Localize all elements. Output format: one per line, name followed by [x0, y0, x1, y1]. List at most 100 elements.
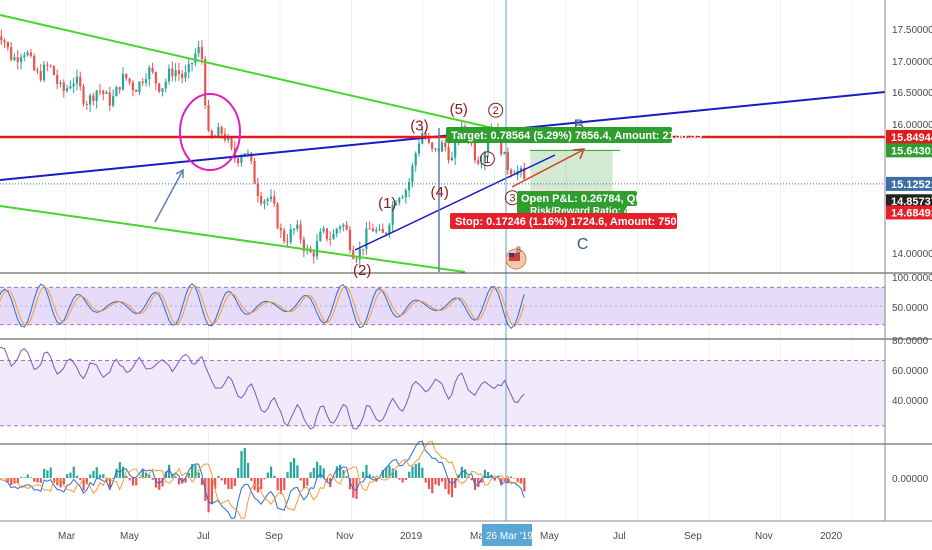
- candle-body: [177, 70, 180, 74]
- candle-body: [194, 53, 197, 63]
- candle-body: [85, 103, 88, 105]
- candle-body: [325, 228, 329, 239]
- macd-bar: [424, 478, 427, 483]
- candle-body: [49, 65, 52, 67]
- macd-bar: [273, 475, 276, 478]
- trade-ratio-label[interactable]: Risk/Reward Ratio: 4.55: [517, 205, 644, 217]
- candle-body: [322, 228, 325, 232]
- time-tick-label: Sep: [265, 531, 283, 542]
- stoch-tick-label: 50.0000: [892, 303, 929, 314]
- macd-bar: [325, 478, 329, 482]
- time-tick-label: Jul: [613, 531, 626, 542]
- projection-arrowhead: [572, 148, 586, 160]
- macd-bar: [29, 477, 33, 478]
- macd-bar: [319, 465, 322, 478]
- candle-body: [365, 228, 368, 249]
- time-tick-label: Ma: [470, 531, 484, 542]
- macd-bar: [36, 478, 39, 483]
- candle-body: [269, 196, 273, 200]
- candle-body: [112, 96, 115, 106]
- candle-body: [256, 183, 259, 196]
- wave-label-c: C: [577, 236, 589, 253]
- candle-body: [131, 82, 134, 91]
- candle-body: [220, 126, 223, 134]
- candle-body: [414, 153, 417, 166]
- trendline-short: [354, 154, 556, 251]
- macd-bar: [214, 478, 217, 489]
- rsi-line: [0, 347, 525, 430]
- price-badge-entry: 14.85737: [886, 194, 932, 209]
- trade-target-label[interactable]: Target: 0.78564 (5.29%) 7856.4, Amount: …: [446, 127, 702, 143]
- macd-bar: [191, 463, 194, 478]
- macd-bar: [138, 477, 141, 478]
- trade-pnl-label[interactable]: Open P&L: 0.26784, Qty: 1449: [517, 191, 676, 206]
- time-tick-label: Jul: [197, 531, 210, 542]
- candle-body: [266, 199, 269, 201]
- target-label-box: [446, 127, 672, 143]
- price-badge-label: 14.68491: [891, 207, 932, 219]
- candle-body: [23, 55, 26, 58]
- macd-bar: [66, 474, 69, 478]
- candle-body: [237, 158, 240, 163]
- macd-bar: [75, 475, 79, 478]
- stop-label-text: Stop: 0.17246 (1.16%) 1724.6, Amount: 75…: [455, 216, 691, 228]
- candle-body: [398, 198, 401, 203]
- candle-body: [368, 228, 371, 230]
- candle-body: [42, 64, 46, 81]
- drawing-tools[interactable]: [0, 0, 886, 521]
- macd-bar: [309, 472, 312, 478]
- stop-label-box: [450, 213, 677, 229]
- candle-body: [352, 250, 355, 259]
- macd-bar: [102, 474, 105, 478]
- candle-body: [263, 200, 266, 204]
- macd-bar: [276, 478, 279, 491]
- candle-body: [171, 68, 174, 77]
- price-badge-resistance: 15.84944: [886, 129, 932, 144]
- macd-bar: [293, 458, 296, 478]
- macd-bar: [10, 478, 13, 486]
- time-tick-label: May: [540, 531, 559, 542]
- elliott-wave-labels[interactable]: (1) (2) (3) (4) (5) 1 2 3 B C: [353, 101, 588, 279]
- candle-body: [19, 57, 23, 62]
- event-flag[interactable]: 8: [505, 245, 527, 270]
- pnl-label-box: [517, 191, 637, 206]
- candle-body: [118, 87, 121, 90]
- wave-circle-1: 1: [479, 151, 495, 167]
- price-tick-label: 16.50000: [892, 88, 932, 99]
- price-axis[interactable]: 17.50000 17.00000 16.50000 16.00000 14.0…: [892, 25, 932, 485]
- wave-label-minor-1: 1: [484, 154, 490, 166]
- wave-label-b: B: [574, 117, 585, 134]
- macd-bar: [49, 467, 52, 478]
- candle-body: [158, 83, 161, 92]
- macd-bar: [289, 462, 292, 478]
- ratio-label-box: [517, 205, 627, 213]
- macd-bar: [394, 470, 398, 478]
- macd-bar: [220, 478, 223, 481]
- candle-body: [36, 70, 39, 72]
- price-badge-box: [886, 194, 932, 209]
- candle-body: [230, 138, 233, 148]
- candle-body: [477, 160, 480, 164]
- candle-body: [95, 90, 98, 101]
- time-axis[interactable]: Mar May Jul Sep Nov 2019 Ma May Jul Sep …: [58, 524, 843, 546]
- candle-body: [391, 205, 394, 225]
- trade-stop-label[interactable]: Stop: 0.17246 (1.16%) 1724.6, Amount: 75…: [450, 213, 691, 229]
- macd-bar: [401, 478, 404, 483]
- annotation-arrow: [154, 169, 184, 223]
- candle-body: [98, 90, 102, 92]
- us-flag-canton: [509, 253, 514, 257]
- candle-body: [197, 46, 200, 54]
- candle-body: [164, 81, 167, 89]
- price-tick-label: 16.00000: [892, 120, 932, 131]
- time-tick-label: 2019: [400, 531, 423, 542]
- macd-bar: [89, 474, 92, 478]
- time-tick-label: May: [120, 531, 139, 542]
- crosshair-date-badge: [482, 524, 532, 546]
- candle-body: [483, 152, 486, 163]
- candle-body: [283, 230, 286, 242]
- macd-bar: [503, 478, 506, 482]
- candle-body: [447, 147, 450, 161]
- macd-bar: [161, 478, 164, 487]
